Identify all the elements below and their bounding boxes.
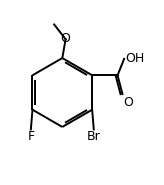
Text: F: F: [27, 130, 34, 143]
Text: Br: Br: [87, 130, 101, 143]
Text: O: O: [123, 96, 133, 109]
Text: OH: OH: [125, 52, 144, 65]
Text: O: O: [61, 32, 71, 45]
